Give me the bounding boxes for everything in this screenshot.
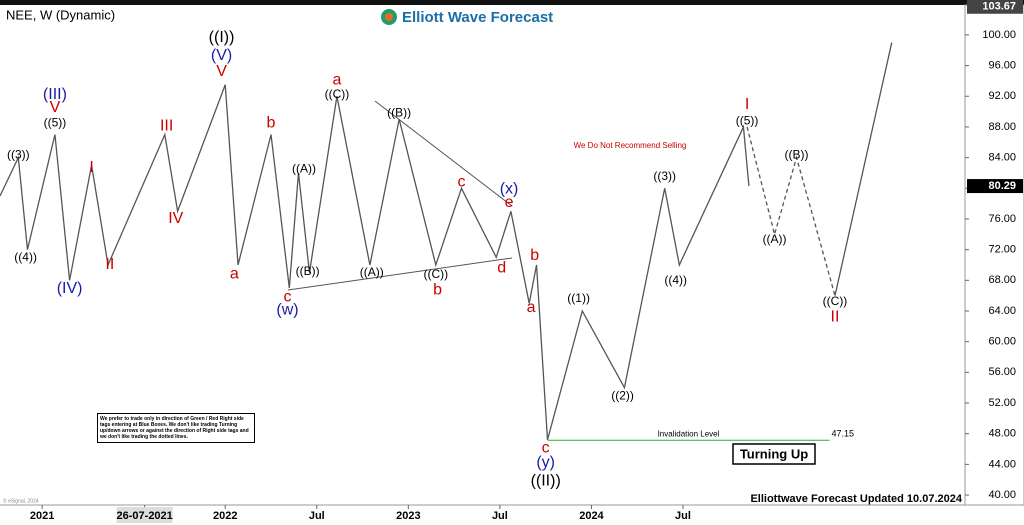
x-tick-label: 2022 [213,510,237,522]
wave-label: ((A)) [292,161,316,175]
wave-label: (V) [211,47,232,64]
x-tick-label: 26-07-2021 [117,510,173,522]
disclaimer: We prefer to trade only in direction of … [97,413,255,443]
y-tick-label: 52.00 [988,397,1016,409]
invalidation-value: 47.15 [831,429,854,439]
wave-label: ((3)) [653,169,676,183]
wave-label: ((C)) [423,267,448,281]
y-tick-label: 68.00 [988,274,1016,286]
y-tick-label: 84.00 [988,152,1016,164]
price-tag-label: 103.67 [982,1,1016,13]
wave-label: (y) [536,454,555,471]
wave-label: (IV) [57,280,83,297]
y-axis-panel [964,4,1024,506]
wave-label: (w) [276,301,298,318]
wave-label: ((3)) [7,147,30,161]
price-path [834,42,893,296]
wave-label: b [267,114,276,131]
wave-label: ((A)) [360,265,384,279]
y-tick-label: 56.00 [988,366,1016,378]
y-tick-label: 64.00 [988,305,1016,317]
footer: Elliottwave Forecast Updated 10.07.2024 [750,493,962,505]
wave-label: d [497,259,506,276]
badge-box [732,443,816,465]
invalidation-label: Invalidation Level [658,429,720,438]
note: We Do Not Recommend Selling [574,141,687,150]
y-tick-label: 60.00 [988,336,1016,348]
wave-label: b [530,247,539,264]
y-tick-label: 40.00 [988,489,1016,501]
wave-label: a [332,71,341,88]
wave-label: e [505,194,514,211]
wave-label: ((5)) [44,115,67,129]
x-tick-label: 2024 [579,510,604,522]
chart-title: NEE, W (Dynamic) [6,7,115,22]
top-bar [0,0,1024,5]
price-tag [967,0,1023,14]
wave-label: I [89,159,93,176]
y-tick-label: 72.00 [988,244,1016,256]
y-tick-label: 44.00 [988,458,1016,470]
wave-label: IV [168,210,183,227]
wave-label: ((C)) [325,87,350,101]
wave-label: ((5)) [736,114,759,128]
wave-label: ((B)) [785,147,809,161]
price-path [746,126,836,296]
trend-line [374,100,513,207]
wave-label: a [527,299,536,316]
wave-label: c [283,288,291,305]
wave-label: ((II)) [531,472,561,489]
wave-label: II [831,308,840,325]
x-tick-label: Jul [309,510,325,522]
wave-label: c [457,173,465,190]
wave-label: c [542,439,550,456]
copyright: © eSignal, 2024 [3,497,39,504]
wave-label: I [745,96,749,113]
wave-label: ((4)) [664,273,687,287]
wave-label: ((4)) [14,250,37,264]
y-tick-label: 96.00 [988,59,1016,71]
wave-label: ((1)) [567,291,590,305]
price-path [0,84,750,440]
x-tick-label: 2021 [30,510,54,522]
y-tick-label: 92.00 [988,90,1016,102]
trend-line [287,257,513,291]
wave-label: ((2)) [611,388,634,402]
price-tag [967,179,1023,194]
wave-label: b [433,281,442,298]
y-tick-label: 48.00 [988,428,1016,440]
brand: Elliott Wave Forecast [402,9,553,26]
wave-label: II [105,256,114,273]
wave-label: (III) [43,86,67,103]
y-tick-label: 100.00 [982,29,1016,41]
wave-label: ((A)) [763,232,787,246]
badge: Turning Up [740,446,808,461]
wave-label: ((B)) [387,105,411,119]
x-tick-label: Jul [492,510,508,522]
x-tick-label: Jul [675,510,691,522]
wave-label: a [230,265,239,282]
logo-icon [385,13,393,21]
price-tag-label: 80.29 [988,180,1016,192]
wave-label: ((C)) [823,294,848,308]
wave-label: III [160,117,173,134]
wave-label: (x) [500,180,519,197]
wave-label: V [216,63,227,80]
y-tick-label: 76.00 [988,213,1016,225]
crosshair-box [116,507,173,523]
x-tick-label: 2023 [396,510,420,522]
wave-label: V [50,99,61,116]
wave-label: ((I)) [209,29,235,46]
y-tick-label: 88.00 [988,121,1016,133]
wave-label: ((B)) [296,264,320,278]
